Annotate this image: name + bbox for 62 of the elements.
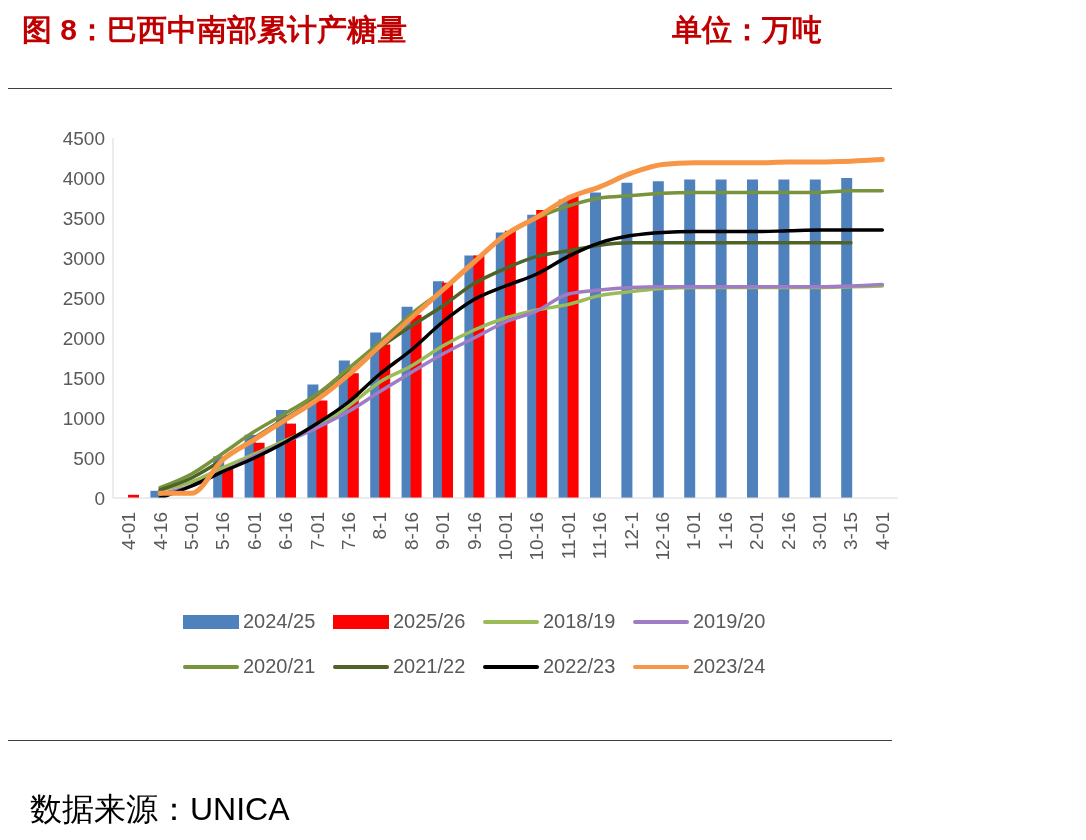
bar [778,179,790,498]
bar [379,344,391,498]
x-tick-label: 10-16 [526,512,548,561]
bar [504,230,516,498]
y-tick-label: 4500 [62,127,105,149]
x-tick-label: 11-16 [589,512,611,560]
bar [590,192,601,498]
x-tick-label: 10-01 [495,512,516,561]
x-tick-label: 9-01 [432,512,454,551]
bar [567,195,579,498]
x-tick-label: 12-1 [620,512,642,551]
y-tick-label: 500 [73,447,105,469]
x-tick-label: 4-16 [149,512,171,551]
x-tick-label: 8-1 [369,512,391,540]
x-tick-label: 9-16 [463,512,485,551]
y-tick-label: 2500 [62,287,105,309]
bar [747,179,758,498]
bar [285,423,296,498]
legend-label: 2025/26 [393,610,466,633]
legend-label: 2022/23 [543,655,616,678]
chart-subtitle: 单位：万吨 [672,12,822,48]
bar [621,182,633,498]
x-tick-label: 2-01 [746,512,768,551]
legend-label: 2019/20 [693,610,766,633]
legend-label: 2023/24 [693,655,766,678]
chart-title: 图 8：巴西中南部累计产糖量 [22,12,408,48]
x-tick-label: 5-16 [212,512,234,551]
bar [809,179,821,498]
bar [715,179,727,498]
x-tick-label: 8-16 [400,512,422,551]
legend-label: 2018/19 [543,610,616,633]
x-tick-label: 3-15 [840,512,862,551]
bar [652,181,664,498]
source-note: 数据来源：UNICA [30,790,290,829]
x-tick-label: 1-01 [683,512,705,551]
x-tick-label: 7-16 [338,512,359,551]
bar [536,210,548,498]
y-tick-label: 4000 [62,167,105,189]
bar [316,400,328,498]
legend-label: 2021/22 [393,655,466,678]
bar [473,255,485,498]
x-tick-label: 2-16 [777,512,799,551]
legend-label: 2020/21 [243,655,316,678]
bar [841,178,853,498]
y-tick-label: 3500 [62,207,105,229]
y-tick-label: 2000 [62,327,105,349]
x-tick-label: 4-01 [871,512,893,551]
x-tick-label: 1-16 [714,512,736,551]
y-tick-label: 0 [94,487,105,509]
y-tick-label: 1000 [62,407,105,429]
bar [684,179,696,498]
x-tick-label: 11-01 [557,512,579,560]
y-tick-label: 1500 [62,367,105,389]
x-tick-label: 4-01 [118,512,140,551]
x-tick-label: 7-01 [306,512,328,551]
x-tick-label: 12-16 [652,512,673,561]
x-tick-label: 6-16 [275,512,297,551]
y-tick-label: 3000 [62,247,105,269]
legend-label: 2024/25 [243,610,316,633]
x-tick-label: 5-01 [181,512,202,551]
x-tick-label: 6-01 [243,512,265,551]
x-tick-label: 3-01 [809,512,830,551]
